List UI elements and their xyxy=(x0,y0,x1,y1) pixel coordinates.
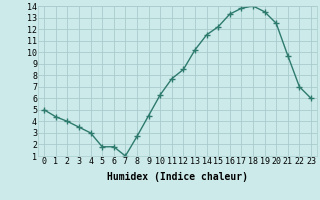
X-axis label: Humidex (Indice chaleur): Humidex (Indice chaleur) xyxy=(107,172,248,182)
